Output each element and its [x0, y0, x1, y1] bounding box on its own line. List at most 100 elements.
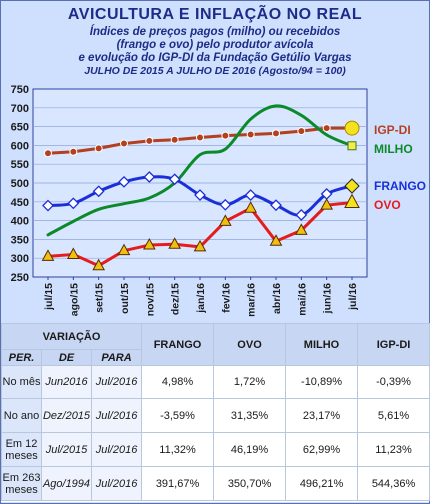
series-label-milho: MILHO [374, 142, 413, 156]
data-point-ovo [193, 239, 207, 252]
series-labels: IGP-DI MILHO FRANGO OVO [374, 123, 426, 212]
x-tick-label: jul/16 [347, 283, 359, 311]
header-milho: MILHO [285, 323, 359, 366]
x-tick-label: out/15 [119, 283, 131, 314]
table-row: No ano Dez/2015 Jul/2016 -3,59% 31,35% 2… [1, 398, 430, 433]
data-point-frango [295, 209, 308, 221]
row-label: No mês [1, 365, 42, 399]
table-row: No mês Jun2016 Jul/2016 4,98% 1,72% -10,… [1, 365, 430, 399]
x-tick-label: fev/16 [220, 283, 232, 313]
data-point-frango [168, 173, 181, 186]
x-tick-label: jul/15 [43, 283, 55, 311]
cell-frango: 4,98% [141, 365, 215, 399]
data-point-ovo [142, 238, 156, 250]
cell-igpdi: 544,36% [357, 466, 430, 501]
chart-title: AVICULTURA E INFLAÇÃO NO REAL [68, 3, 362, 23]
variation-table-wrap: VARIAÇÃO FRANGO OVO MILHO IGP-DI PER. DE… [0, 323, 430, 502]
table-row: Em 263 meses Ago/1994 Jul/2016 391,67% 3… [1, 466, 430, 501]
data-point-igpdi [120, 139, 128, 148]
data-point-igpdi [170, 135, 179, 144]
cell-milho: 496,21% [285, 466, 359, 501]
series-markers [41, 120, 360, 271]
series-label-igpdi: IGP-DI [374, 123, 411, 137]
header-frango: FRANGO [141, 323, 215, 366]
data-point-igpdi [221, 131, 230, 140]
cell-milho: 23,17% [285, 398, 359, 433]
data-point-frango [143, 171, 156, 183]
cell-frango: 391,67% [141, 466, 215, 501]
chart-subtitle-2: (frango e ovo) pelo produtor avícola [117, 39, 314, 51]
data-point-frango [219, 198, 232, 211]
cell-milho: 62,99% [285, 432, 359, 467]
table-row: Em 12 meses Jul/2015 Jul/2016 11,32% 46,… [1, 432, 430, 467]
data-point-ovo [117, 243, 131, 256]
data-point-ovo [294, 223, 308, 235]
endpoint-marker-frango [344, 178, 360, 194]
series-line-milho [46, 104, 354, 237]
table-subheader-row: PER. DE PARA [1, 349, 430, 366]
x-tick-label: mai/16 [296, 283, 308, 316]
data-point-frango [42, 199, 54, 212]
row-de: Jul/2015 [41, 432, 92, 467]
data-point-ovo [168, 237, 182, 249]
y-tick-label: 750 [11, 84, 29, 96]
grid-lines [33, 107, 367, 259]
cell-frango: 11,32% [141, 432, 215, 467]
data-point-ovo [66, 247, 80, 259]
line-chart: AVICULTURA E INFLAÇÃO NO REAL Índices de… [11, 3, 426, 317]
data-point-igpdi [246, 130, 255, 139]
header-igpdi: IGP-DI [357, 323, 430, 366]
y-tick-label: 350 [11, 234, 29, 246]
header-ovo: OVO [213, 323, 287, 366]
data-point-frango [118, 175, 130, 188]
data-point-ovo [218, 214, 232, 226]
x-tick-label: ago/15 [68, 283, 80, 316]
series-label-frango: FRANGO [374, 179, 426, 193]
x-axis-ticks: jul/15 ago/15 set/15 out/15 nov/15 dez/15 jan/… [43, 277, 359, 317]
chart-subtitle-1: Índices de preços pagos (milho) ou receb… [90, 25, 341, 38]
data-point-frango [194, 189, 206, 201]
cell-ovo: 350,70% [213, 466, 287, 501]
x-tick-label: jun/16 [322, 283, 334, 315]
data-point-ovo [244, 201, 258, 213]
cell-igpdi: 11,23% [357, 432, 430, 467]
x-tick-label: nov/15 [144, 283, 156, 316]
header-de: DE [41, 349, 92, 366]
x-tick-label: abr/16 [271, 283, 283, 314]
row-label: No ano [1, 398, 42, 433]
cell-igpdi: -0,39% [357, 365, 430, 399]
data-point-igpdi [44, 149, 52, 158]
cell-igpdi: 5,61% [357, 398, 430, 433]
data-point-frango [67, 197, 80, 210]
endpoint-marker-igpdi [344, 120, 360, 136]
row-para: Jul/2016 [90, 365, 143, 399]
cell-milho: -10,89% [285, 365, 359, 399]
cell-ovo: 46,19% [213, 432, 287, 467]
row-label: Em 12 meses [1, 432, 42, 467]
y-tick-label: 700 [11, 103, 29, 115]
row-de: Jun2016 [41, 365, 92, 399]
y-tick-label: 550 [11, 159, 29, 171]
data-point-igpdi [196, 133, 204, 142]
data-point-ovo [269, 234, 283, 246]
series-label-ovo: OVO [374, 198, 401, 212]
cell-frango: -3,59% [141, 398, 215, 433]
chart-subtitle-4: JULHO DE 2015 A JULHO DE 2016 (Agosto/94… [84, 65, 346, 77]
data-point-igpdi [322, 124, 331, 133]
data-point-frango [92, 185, 105, 198]
data-point-igpdi [145, 136, 154, 145]
y-tick-label: 400 [11, 216, 29, 228]
y-tick-label: 250 [11, 272, 29, 284]
row-de: Ago/1994 [41, 466, 92, 501]
y-tick-label: 450 [11, 197, 29, 209]
row-label: Em 263 meses [1, 466, 42, 501]
header-variacao: VARIAÇÃO [0, 323, 143, 350]
row-para: Jul/2016 [90, 466, 143, 501]
data-point-ovo [41, 249, 55, 261]
cell-ovo: 31,35% [213, 398, 287, 433]
variation-table: VARIAÇÃO FRANGO OVO MILHO IGP-DI PER. DE… [0, 323, 430, 501]
row-para: Jul/2016 [90, 432, 143, 467]
data-point-ovo [320, 198, 334, 210]
y-tick-label: 500 [11, 178, 29, 190]
y-tick-label: 650 [11, 122, 29, 134]
